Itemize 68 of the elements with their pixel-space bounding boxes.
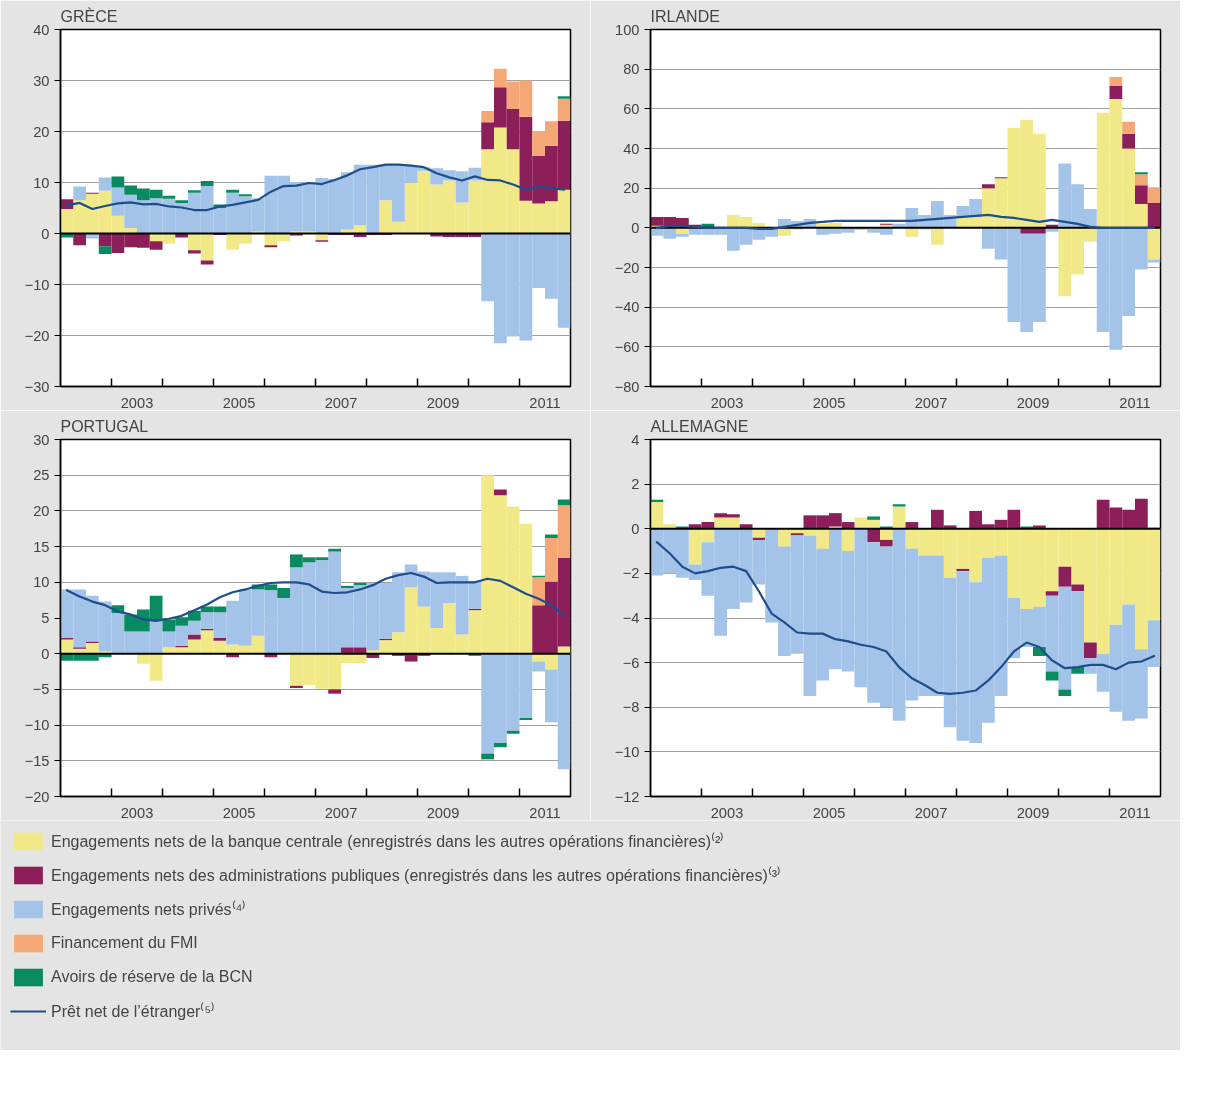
y-tick-label: −10 [24, 717, 50, 734]
x-tick-label: 2003 [120, 394, 154, 411]
y-tick-label: −5 [32, 681, 50, 698]
y-tick-label: 0 [41, 645, 50, 662]
y-tick-label: −20 [24, 327, 50, 344]
y-tick-label: 80 [623, 61, 640, 78]
y-tick-label: −30 [24, 378, 50, 395]
x-tick-label: 2009 [1016, 804, 1050, 821]
y-tick-label: 100 [615, 21, 640, 38]
x-tick-label: 2011 [529, 394, 561, 411]
y-tick-label: −15 [24, 752, 50, 769]
y-tick-label: −2 [622, 565, 640, 582]
x-tick-label: 2007 [324, 804, 358, 821]
y-tick-label: 40 [623, 140, 640, 157]
y-tick-label: 60 [623, 100, 640, 117]
chart-title: ALLEMAGNE [650, 417, 749, 435]
x-tick-label: 2009 [426, 804, 460, 821]
y-tick-label: 30 [33, 72, 50, 89]
y-tick-label: −10 [24, 276, 50, 293]
chart-title: IRLANDE [650, 7, 720, 25]
y-tick-label: 20 [33, 502, 50, 519]
x-tick-label: 2005 [222, 394, 256, 411]
y-tick-label: 25 [33, 467, 50, 484]
x-tick-label: 2011 [1119, 394, 1151, 411]
y-tick-label: 20 [33, 123, 50, 140]
x-tick-label: 2005 [222, 804, 256, 821]
x-tick-label: 2009 [1016, 394, 1050, 411]
chart-title: GRÈCE [60, 6, 118, 25]
y-tick-label: −40 [614, 299, 640, 316]
x-tick-label: 2005 [812, 804, 846, 821]
y-tick-label: 30 [33, 431, 50, 448]
x-tick-label: 2003 [710, 394, 744, 411]
x-tick-label: 2005 [812, 394, 846, 411]
legend-label: Engagements nets privés⁽⁴⁾ [51, 899, 247, 920]
legend-label: Financement du FMI [51, 934, 198, 952]
y-tick-label: −10 [614, 743, 640, 760]
y-tick-label: 40 [33, 21, 50, 38]
x-tick-label: 2011 [529, 804, 561, 821]
x-tick-label: 2011 [1119, 804, 1151, 821]
y-tick-label: −8 [622, 699, 640, 716]
y-tick-label: 0 [41, 225, 50, 242]
chart-title: PORTUGAL [60, 417, 149, 435]
y-tick-label: −4 [622, 610, 640, 626]
y-tick-label: 20 [623, 180, 640, 197]
legend-label: Engagements nets de la banque centrale (enregistrés dans les autres opérations financières)⁽²⁾ [51, 831, 725, 852]
y-tick-label: −80 [614, 378, 640, 395]
x-tick-label: 2007 [914, 394, 948, 411]
x-tick-label: 2007 [914, 804, 948, 821]
legend-label: Prêt net de l’étranger⁽⁵⁾ [51, 1001, 216, 1022]
x-tick-label: 2009 [426, 394, 460, 411]
y-tick-label: −20 [24, 788, 50, 805]
x-tick-label: 2007 [324, 394, 358, 411]
legend-label: Engagements nets des administrations publiques (enregistrés dans les autres opérations financières)⁽³⁾ [51, 865, 782, 886]
y-tick-label: 5 [41, 610, 50, 626]
y-tick-label: 2 [631, 476, 640, 493]
y-tick-label: −12 [614, 788, 640, 805]
y-tick-label: −60 [614, 338, 640, 355]
y-tick-label: 0 [631, 520, 640, 537]
y-tick-label: 4 [631, 431, 640, 448]
y-tick-label: 10 [33, 174, 50, 191]
y-tick-label: 10 [33, 574, 50, 591]
x-tick-label: 2003 [120, 804, 154, 821]
y-tick-label: 15 [33, 538, 50, 555]
legend-label: Avoirs de réserve de la BCN [51, 968, 253, 986]
y-tick-label: −20 [614, 259, 640, 276]
y-tick-label: 0 [631, 219, 640, 236]
y-tick-label: −6 [622, 654, 640, 671]
x-tick-label: 2003 [710, 804, 744, 821]
